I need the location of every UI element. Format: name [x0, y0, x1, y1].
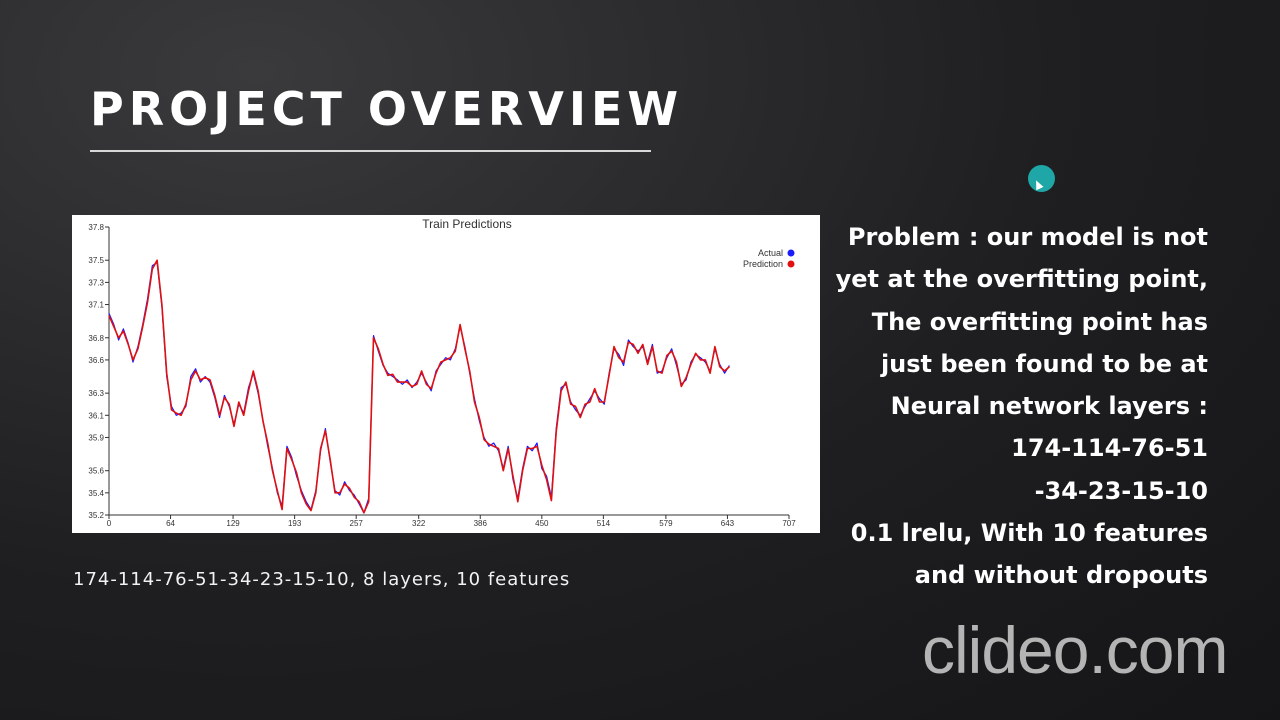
- x-tick-label: 0: [107, 519, 112, 528]
- chart-svg: Train Predictions 0 64 129 193 257 322 386 450 5…: [88, 217, 796, 528]
- problem-line: 174-114-76-51: [1011, 434, 1208, 463]
- legend-label: Actual: [758, 248, 783, 258]
- legend-label: Prediction: [743, 259, 783, 269]
- x-tick-label: 514: [597, 519, 611, 528]
- y-tick-label: 36.8: [88, 334, 104, 343]
- y-tick-label: 37.1: [88, 301, 104, 310]
- problem-line: Problem : our model is not: [847, 223, 1208, 251]
- problem-line: yet at the overfitting point,: [835, 265, 1208, 294]
- y-tick-label: 35.2: [88, 511, 104, 520]
- problem-line: -34-23-15-10: [1034, 476, 1208, 505]
- x-tick-label: 579: [659, 519, 673, 528]
- x-tick-label: 643: [721, 519, 735, 528]
- train-predictions-chart: Train Predictions 0 64 129 193 257 322 386 450 5…: [72, 215, 820, 533]
- title-underline: [90, 150, 651, 152]
- series-line-actual: [108, 261, 730, 514]
- chart-title: Train Predictions: [422, 217, 512, 231]
- slide-caption: 174-114-76-51-34-23-15-10, 8 layers, 10 …: [73, 569, 571, 590]
- problem-line: and without dropouts: [914, 561, 1208, 590]
- y-tick-label: 35.9: [88, 433, 104, 442]
- problem-line: just been found to be at: [880, 349, 1208, 378]
- slide-title: PROJECT OVERVIEW: [90, 82, 684, 136]
- legend-marker: [787, 249, 795, 257]
- x-tick-label: 257: [350, 519, 364, 528]
- legend-marker: [787, 260, 795, 268]
- watermark-logo: clideo.com: [922, 613, 1228, 687]
- y-tick-label: 36.3: [88, 389, 104, 398]
- problem-line: 0.1 lrelu, With 10 features: [850, 519, 1208, 548]
- y-tick-label: 35.4: [88, 489, 104, 498]
- x-tick-label: 322: [412, 519, 426, 528]
- chart-axes: 0 64 129 193 257 322 386 450 514 579 643 707 35.2 35.…: [88, 223, 796, 528]
- cursor-highlight: [1028, 165, 1055, 192]
- x-tick-label: 386: [474, 519, 488, 528]
- problem-statement: Problem : our model is not yet at the ove…: [828, 216, 1208, 597]
- problem-line: Neural network layers :: [890, 392, 1208, 421]
- x-tick-label: 450: [535, 519, 549, 528]
- y-tick-label: 37.8: [88, 223, 104, 232]
- x-tick-label: 129: [226, 519, 240, 528]
- x-tick-label: 707: [782, 519, 796, 528]
- y-tick-label: 37.3: [88, 278, 104, 287]
- y-tick-label: 36.1: [88, 411, 104, 420]
- x-tick-label: 64: [166, 519, 175, 528]
- y-tick-label: 35.6: [88, 467, 104, 476]
- chart-lines: [108, 259, 730, 514]
- series-line-prediction: [108, 259, 730, 514]
- y-tick-label: 36.6: [88, 356, 104, 365]
- y-tick-label: 37.5: [88, 256, 104, 265]
- problem-line: The overfitting point has: [871, 307, 1208, 336]
- x-tick-label: 193: [288, 519, 302, 528]
